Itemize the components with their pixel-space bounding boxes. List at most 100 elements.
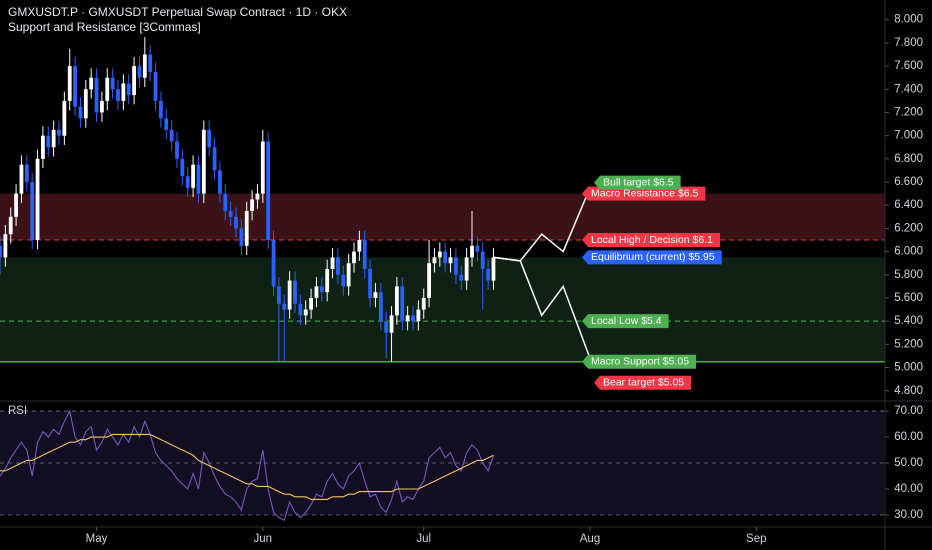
tag-shape [582, 314, 669, 329]
candle-body [180, 158, 185, 177]
candle-body [266, 141, 271, 240]
y-tick-label: 7.600 [894, 60, 923, 72]
candle-body [126, 83, 131, 96]
tag-label: Local Low $5.4 [591, 315, 662, 327]
y-tick-label: 7.000 [894, 130, 923, 142]
candle-body [234, 216, 238, 229]
projection-path [493, 256, 591, 359]
candle-body [395, 286, 399, 316]
candle-body [148, 54, 153, 72]
candle-body [432, 257, 437, 264]
y-tick-label: 8.000 [894, 14, 923, 26]
candle-body [142, 54, 147, 78]
y-tick-label: 6.600 [894, 176, 923, 188]
candle-body [303, 309, 308, 316]
candle-body [121, 83, 126, 101]
level-tag: Bull target $6.5 [594, 175, 681, 190]
candle-body [110, 77, 115, 90]
candle-body [153, 71, 158, 101]
chart-subtitle: Support and Resistance [3Commas] [8, 20, 201, 34]
y-tick-label: 5.600 [894, 292, 923, 304]
y-tick-label: 6.000 [894, 246, 923, 258]
candle-body [319, 286, 324, 293]
chart-title: GMXUSDT.P · GMXUSDT Perpetual Swap Contr… [8, 5, 347, 19]
level-tag: Equilibrium (current) $5.95 [582, 250, 722, 265]
candle-body [51, 129, 56, 148]
level-tag: Macro Resistance $6.5 [582, 186, 706, 201]
y-tick-label: 7.200 [894, 106, 923, 118]
y-tick-label: 50.00 [894, 457, 923, 469]
candle-body [89, 77, 94, 90]
candle-body [196, 164, 201, 194]
tag-label: Bear target $5.05 [603, 377, 684, 389]
candle-body [384, 321, 389, 333]
candle-body [0, 245, 2, 258]
rsi-line [0, 409, 494, 521]
candle-body [24, 164, 29, 183]
tag-label: Bull target $6.5 [603, 176, 674, 188]
x-tick-label: Aug [580, 533, 600, 545]
candle-body [325, 268, 330, 293]
y-tick-label: 5.000 [894, 362, 923, 374]
candle-body [411, 315, 415, 322]
candle-body [309, 297, 313, 310]
candle-body [271, 240, 276, 287]
tag-label: Macro Support $5.05 [591, 356, 689, 368]
tag-label: Macro Resistance $6.5 [591, 187, 699, 199]
candle-body [3, 234, 8, 258]
candle-body [373, 292, 378, 298]
level-tag: Macro Support $5.05 [582, 354, 697, 369]
candle-body [164, 118, 169, 130]
y-tick-label: 5.400 [894, 315, 923, 327]
candle-body [116, 89, 120, 101]
candle-body [83, 89, 88, 119]
candle-body [475, 245, 480, 252]
candle-body [443, 251, 448, 264]
level-tag: Bear target $5.05 [594, 375, 692, 390]
y-tick-label: 5.200 [894, 338, 923, 350]
x-tick-label: May [86, 533, 108, 545]
y-tick-label: 70.00 [894, 405, 923, 417]
tag-shape [582, 233, 720, 247]
y-tick-label: 40.00 [894, 483, 923, 495]
y-tick-label: 6.400 [894, 199, 923, 211]
candle-body [378, 292, 383, 322]
candle-body [159, 100, 163, 119]
candle-body [459, 274, 464, 281]
candle-body [228, 211, 233, 217]
candle-body [287, 280, 292, 310]
candle-body [298, 303, 303, 316]
tag-shape [582, 186, 706, 201]
y-tick-label: 60.00 [894, 431, 923, 443]
candle-body [470, 245, 474, 258]
candle-body [250, 199, 254, 212]
tag-shape [594, 175, 681, 190]
candle-body [62, 100, 67, 136]
candle-body [207, 129, 212, 148]
candle-body [175, 141, 179, 159]
candle-body [94, 77, 99, 113]
candle-body [218, 170, 222, 194]
candle-body [341, 274, 346, 287]
candle-body [314, 286, 319, 298]
candle-body [330, 257, 335, 269]
tag-shape [594, 375, 692, 390]
candle-body [185, 176, 190, 188]
candle-body [352, 251, 356, 264]
tag-shape [582, 354, 697, 369]
candle-body [255, 193, 260, 200]
candle-body [78, 106, 83, 119]
candle-body [421, 297, 426, 310]
candle-body [480, 251, 485, 269]
y-tick-label: 30.00 [894, 509, 923, 521]
candle-body [282, 303, 287, 310]
candle-body [357, 240, 362, 252]
candle-body [137, 66, 142, 78]
candle-body [346, 263, 351, 287]
candle-body [14, 193, 18, 217]
candle-body [35, 158, 40, 240]
candle-body [405, 315, 410, 322]
candle-body [368, 268, 372, 298]
